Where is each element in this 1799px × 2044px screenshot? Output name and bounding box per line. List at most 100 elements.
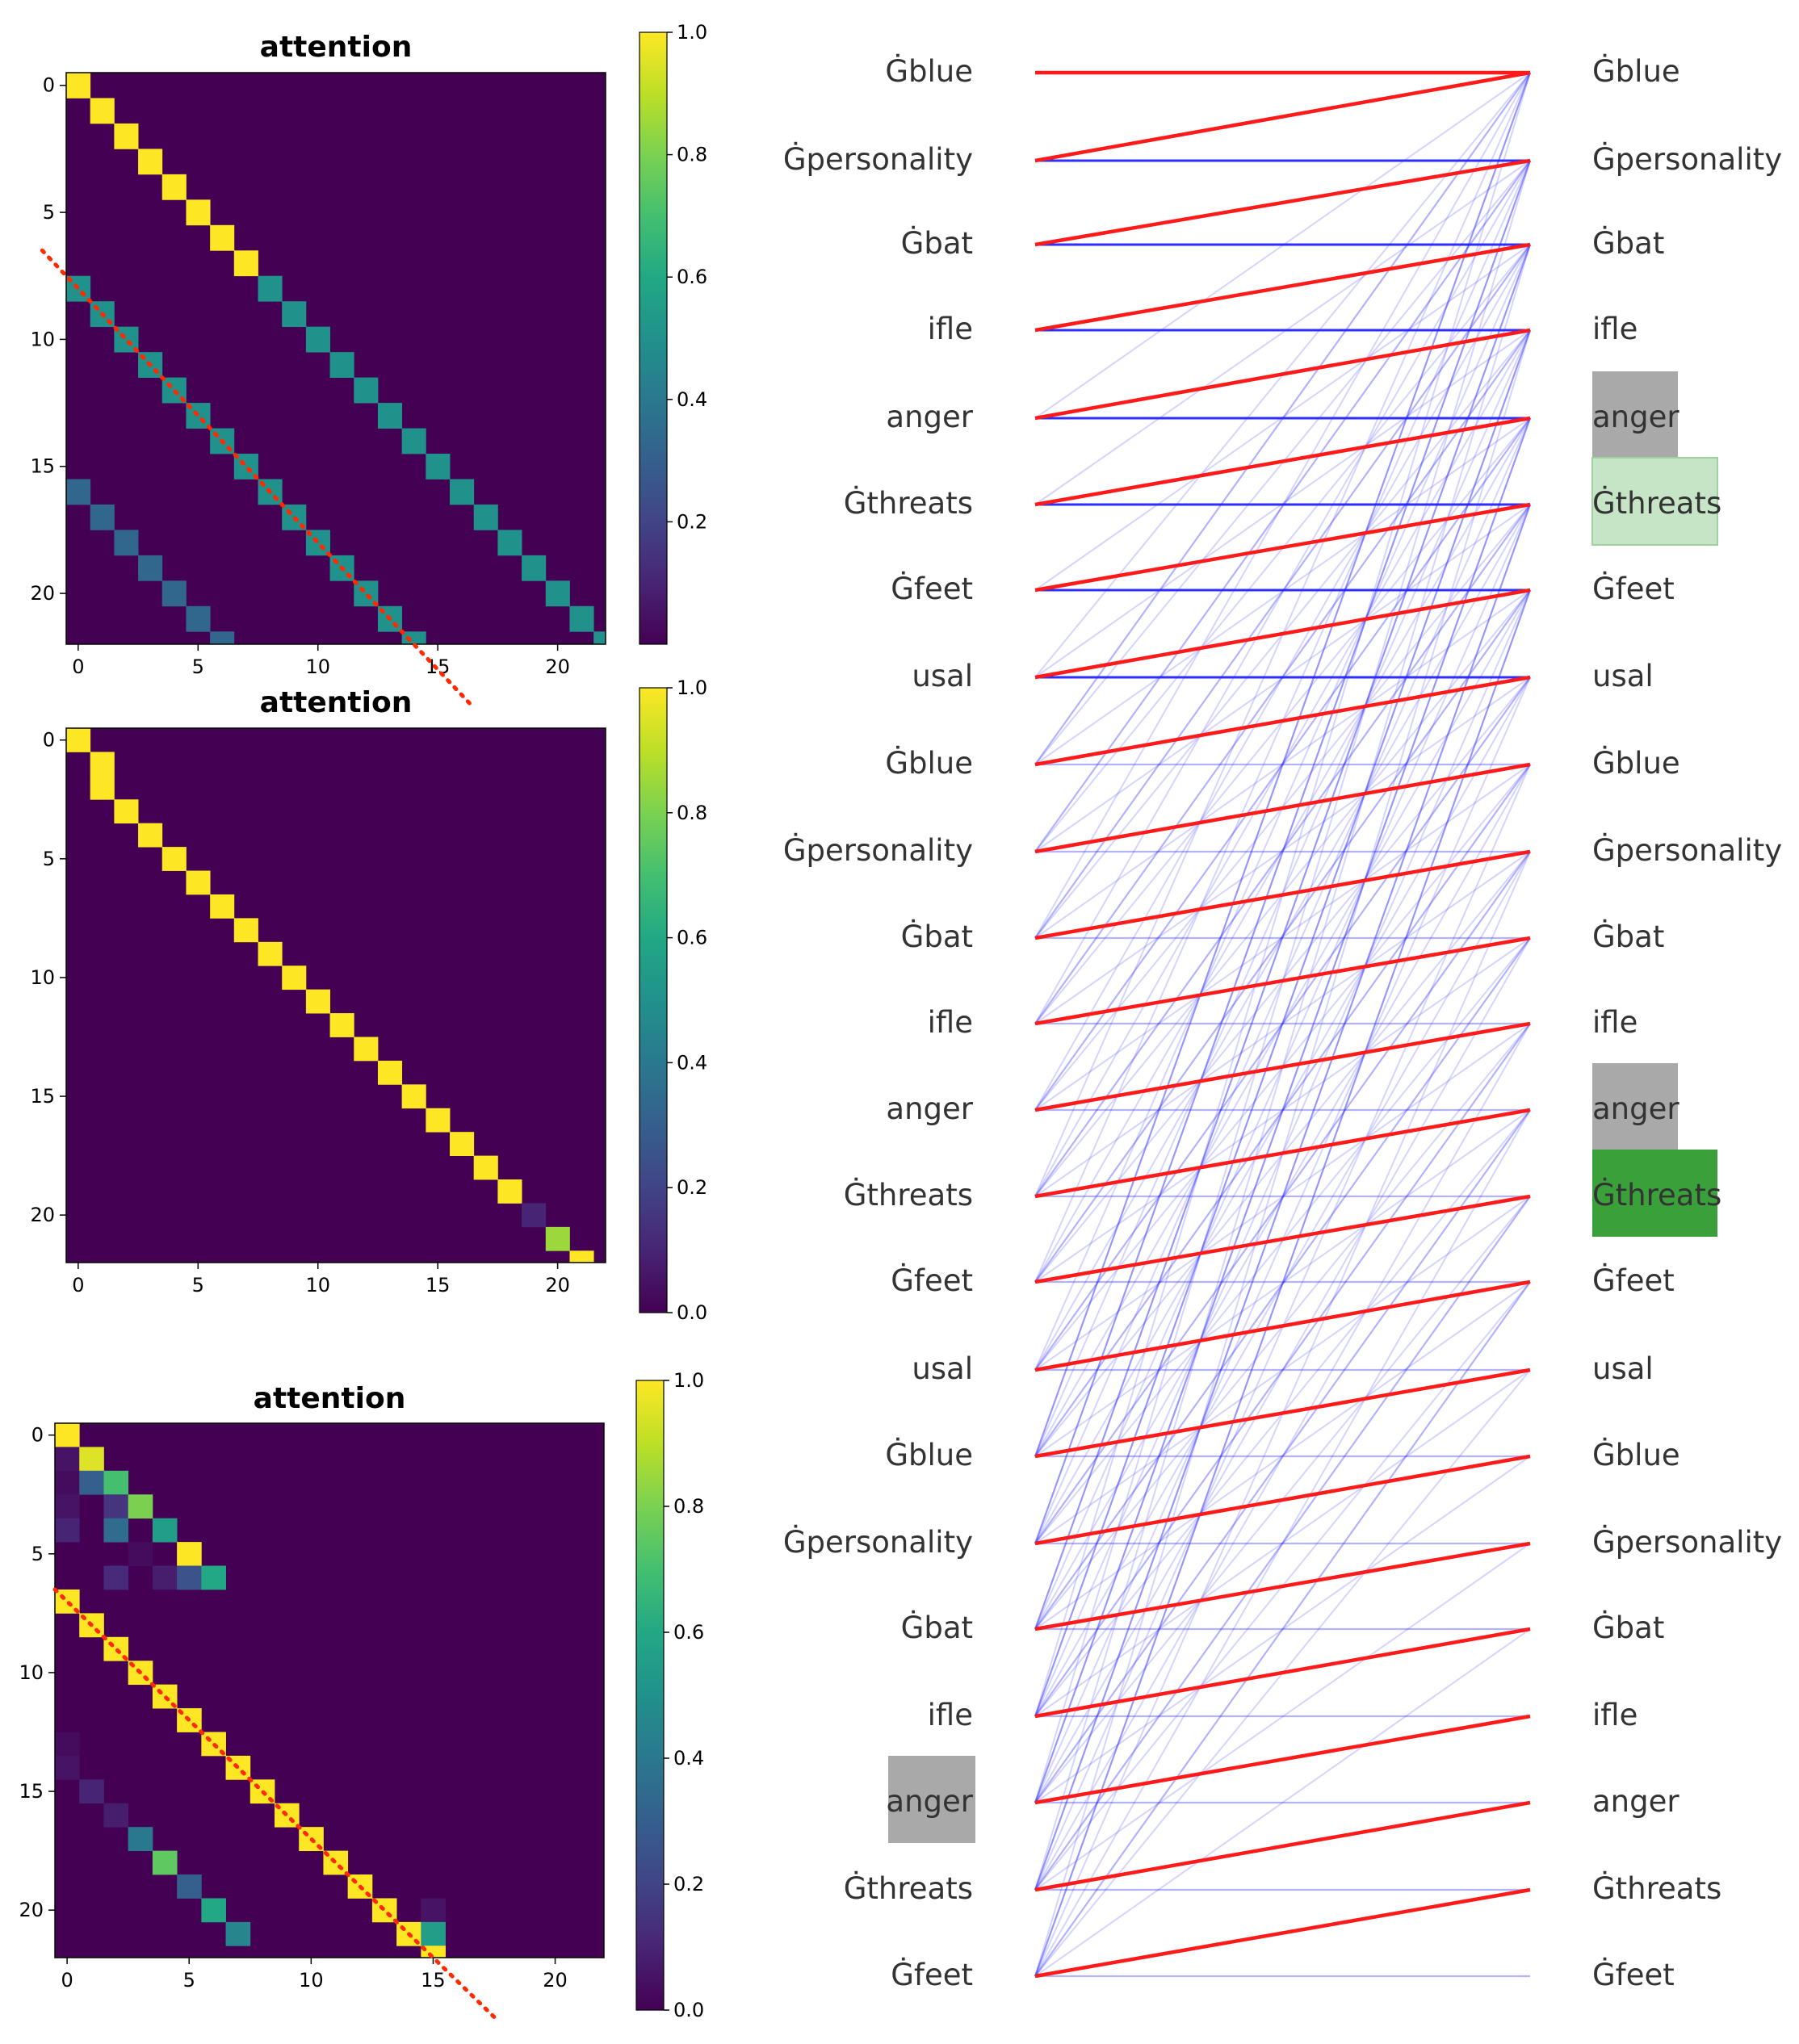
x-tick-label: 20 (545, 656, 570, 678)
y-tick-label: 15 (30, 1085, 55, 1108)
heatmap-cell (79, 1779, 104, 1804)
blue-link (1034, 937, 1531, 1803)
blue-link (1034, 1369, 1531, 1717)
heatmap-cell (377, 1060, 403, 1085)
x-tick-label: 15 (421, 1969, 446, 1992)
heatmap-cell (186, 870, 211, 895)
left-token: Ġthreats (844, 1178, 973, 1213)
x-tick-label: 20 (545, 1274, 570, 1296)
right-token: anger (1592, 400, 1679, 434)
y-tick-label: 15 (30, 455, 55, 478)
heatmap-cell (401, 631, 426, 645)
x-tick-label: 5 (192, 1274, 204, 1296)
colorbar-tick-label: 0.2 (673, 1873, 704, 1895)
heatmap-frame (65, 727, 606, 1263)
red-link (1034, 242, 1531, 333)
right-token: Ġthreats (1592, 1871, 1721, 1906)
red-link (1034, 1800, 1531, 1892)
heatmap-cell (522, 1203, 547, 1228)
colorbar-tick-label: 0.6 (673, 1621, 704, 1644)
left-token: usal (912, 659, 973, 693)
token-labels: Ġblue Ġblue Ġpersonality Ġpersonality Ġbat Ġb… (783, 54, 1782, 1992)
heatmap-cells (55, 1423, 446, 1958)
heatmap-cell (79, 1447, 104, 1472)
y-tick-label: 20 (19, 1899, 44, 1921)
blue-link (1034, 851, 1531, 1197)
heatmap-cell (201, 1898, 226, 1923)
blue-link (1034, 72, 1531, 765)
heatmap-cell (90, 775, 115, 800)
heatmap-cell (258, 275, 283, 302)
left-token: Ġpersonality (783, 833, 973, 868)
blue-link (1034, 589, 1531, 939)
right-token: Ġbat (1592, 919, 1664, 954)
heatmap-cell (103, 1518, 129, 1543)
heatmap-cell (545, 1226, 570, 1251)
red-link (1034, 762, 1531, 854)
heatmap-cell (152, 1518, 178, 1543)
colorbar-tick-label: 0.2 (677, 1176, 707, 1199)
left-token: Ġfeet (891, 1263, 973, 1298)
colorbar-tick-label: 0.0 (673, 1999, 704, 2021)
left-token: Ġblue (885, 54, 973, 89)
colorbar-tick-label: 0.4 (677, 1051, 707, 1074)
heatmap-cell (55, 1423, 80, 1447)
blue-link (1034, 1109, 1531, 1457)
left-token: ifle (928, 312, 973, 346)
y-tick-label: 10 (30, 328, 55, 350)
token-alignment-panel: Ġblue Ġblue Ġpersonality Ġpersonality Ġbat Ġb… (783, 54, 1782, 1992)
right-token-highlight (1592, 1150, 1717, 1237)
heatmap-cell (473, 504, 498, 530)
blue-link (1034, 851, 1531, 1544)
heatmap-cell (282, 965, 307, 991)
left-token: Ġpersonality (783, 142, 973, 177)
heatmap-cell (55, 1755, 80, 1780)
heatmap-cell (210, 894, 235, 919)
left-token: usal (912, 1351, 973, 1386)
heatmap-cell (473, 1155, 498, 1180)
blue-link (1034, 764, 1531, 1630)
blue-link (1034, 417, 1531, 1111)
blue-link (1034, 160, 1531, 1024)
heatmap-cell (103, 1494, 129, 1519)
heatmap-cell (55, 1447, 80, 1472)
y-tick-label: 5 (43, 848, 55, 870)
blue-link (1034, 160, 1531, 852)
heatmap-cell (233, 250, 258, 277)
colorbar-tick-label: 0.0 (677, 1301, 707, 1324)
blue-link (1034, 764, 1531, 1457)
right-token: Ġfeet (1592, 1263, 1675, 1298)
left-token: anger (886, 400, 973, 434)
heatmap-cell (225, 1921, 251, 1946)
heatmap-cell (128, 1494, 153, 1519)
blue-link (1034, 504, 1531, 1891)
right-token: anger (1592, 1784, 1679, 1819)
red-link (1034, 70, 1531, 163)
heatmap-cell (114, 799, 139, 824)
blue-link (1034, 1628, 1531, 1977)
heatmap-background (66, 728, 606, 1263)
red-link (1034, 588, 1531, 680)
blue-link (1034, 504, 1531, 1371)
heatmap-cell (103, 1565, 129, 1590)
left-token: Ġfeet (891, 1958, 973, 1992)
blue-link (1034, 676, 1531, 1024)
heatmap-cell (90, 504, 115, 530)
blue-link (1034, 1023, 1531, 1891)
heatmap-frame (65, 72, 606, 645)
red-link (1034, 1108, 1531, 1199)
red-link (1034, 1194, 1531, 1284)
red-link (1034, 502, 1531, 593)
colorbar-tick-label: 1.0 (677, 676, 707, 699)
x-tick-label: 0 (72, 656, 84, 678)
blue-link (1034, 1543, 1531, 1891)
blue-link (1034, 504, 1532, 1891)
left-token: anger (886, 1784, 973, 1819)
x-tick-label: 10 (299, 1969, 324, 1992)
left-token: anger (886, 1091, 973, 1126)
heatmap-cell (186, 605, 211, 632)
heatmap-cell (55, 1470, 80, 1495)
blue-link (1034, 72, 1531, 1457)
right-token-highlight (1592, 1063, 1678, 1150)
heatmap-cell (66, 728, 91, 752)
